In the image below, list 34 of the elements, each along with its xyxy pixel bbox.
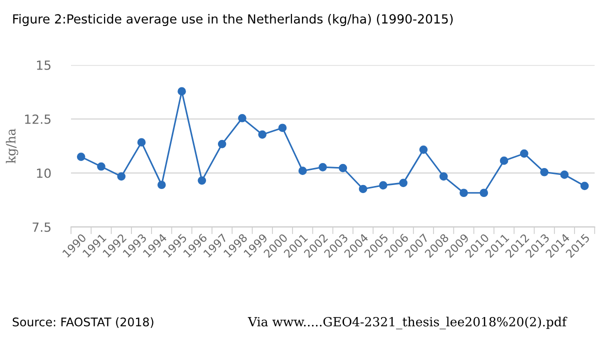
point (157, 180, 166, 190)
y-tick-label: 12.5 (25, 114, 50, 124)
point (358, 184, 368, 194)
y-tick-label: 10 (37, 168, 51, 178)
point (258, 130, 267, 139)
y-axis-title: kg/ha (6, 128, 18, 164)
point (178, 87, 186, 96)
source-note: Source: FAOSTAT (2018) (12, 317, 154, 328)
point (439, 172, 448, 181)
point (480, 188, 488, 198)
point (460, 188, 468, 198)
point (419, 146, 428, 154)
point (278, 124, 287, 132)
chart-title: Figure 2:Pesticide average use in the Netherlands (kg/ha) (1990-2015) (13, 14, 453, 26)
point (379, 181, 388, 190)
y-tick-label: 7.5 (32, 222, 50, 232)
point (580, 182, 589, 190)
point (338, 164, 348, 172)
point (218, 140, 226, 148)
point (399, 178, 408, 188)
point (137, 138, 146, 146)
point (117, 172, 126, 181)
point (520, 149, 528, 158)
point (97, 162, 106, 171)
point (198, 176, 206, 185)
point (238, 114, 246, 122)
point (560, 170, 569, 179)
point (540, 168, 548, 176)
point (500, 156, 508, 165)
text: Via www.....GEO4-2321_thesis_lee2018%20(2).pdf (248, 316, 568, 330)
point (318, 163, 327, 172)
point (76, 152, 86, 161)
y-tick-label: 15 (37, 60, 50, 70)
point (298, 166, 307, 176)
